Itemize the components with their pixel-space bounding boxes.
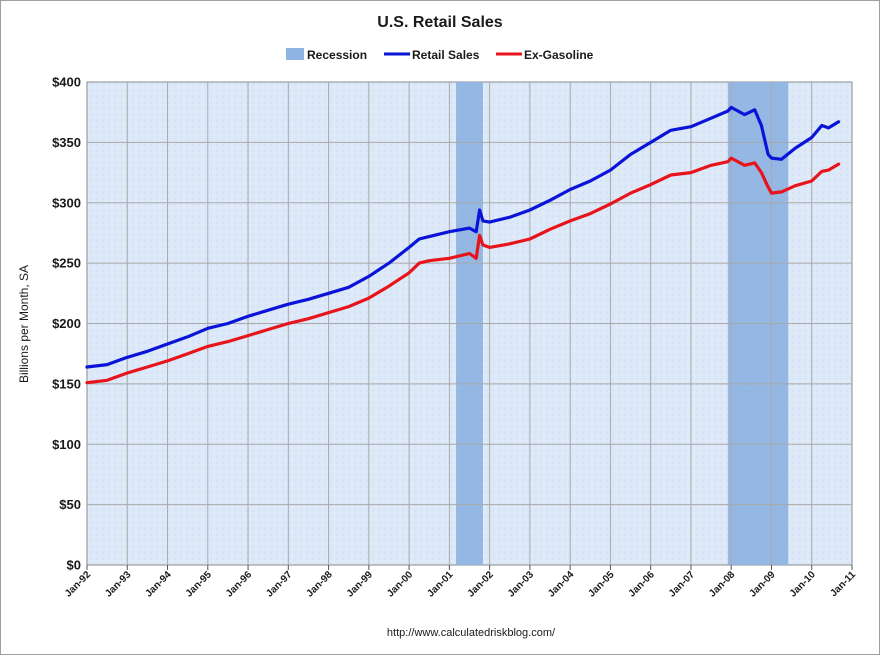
x-tick-label: Jan-97 [264,569,294,599]
x-tick-label: Jan-10 [788,569,818,599]
y-tick-label: $100 [52,437,81,452]
legend-swatch-recession [286,48,304,60]
y-tick-label: $50 [59,497,81,512]
x-tick-label: Jan-09 [747,569,777,599]
y-tick-label: $150 [52,376,81,391]
y-tick-label: $350 [52,135,81,150]
x-tick-label: Jan-01 [425,569,455,599]
x-tick-label: Jan-11 [828,569,858,599]
x-tick-label: Jan-94 [143,569,173,599]
y-tick-label: $300 [52,195,81,210]
series-line-retail-sales [85,105,841,369]
y-tick-label: $200 [52,316,81,331]
x-tick-label: Jan-96 [224,569,254,599]
y-axis-tick-labels: $0 $50 $100 $150 $200 $250 $300 $350 $400 [52,75,81,573]
legend-label-ex-gasoline: Ex-Gasoline [524,48,594,62]
x-tick-label: Jan-04 [546,569,576,599]
x-tick-label: Jan-03 [506,569,536,599]
legend-label-retail-sales: Retail Sales [412,48,480,62]
x-tick-label: Jan-95 [184,569,214,599]
x-tick-label: Jan-93 [103,569,133,599]
x-tick-label: Jan-99 [345,569,375,599]
x-tick-label: Jan-00 [385,569,415,599]
series-line-ex-gasoline [85,156,841,385]
x-tick-label: Jan-06 [627,569,657,599]
x-tick-label: Jan-07 [667,569,697,599]
x-tick-label: Jan-02 [466,569,496,599]
source-url: http://www.calculatedriskblog.com/ [387,627,556,639]
x-tick-label: Jan-05 [586,569,616,599]
y-tick-label: $0 [67,558,81,573]
x-axis-tick-labels: Jan-92 Jan-93 Jan-94 Jan-95 Jan-96 Jan-97 Jan-… [63,569,858,599]
x-tick-label: Jan-08 [707,569,737,599]
y-axis-label: Billions per Month, SA [17,265,31,383]
series-lines [85,105,841,385]
legend: Recession Retail Sales Ex-Gasoline [286,48,594,62]
x-tick-label: Jan-98 [305,569,335,599]
y-tick-label: $400 [52,75,81,90]
y-tick-label: $250 [52,256,81,271]
chart-title: U.S. Retail Sales [377,14,502,31]
x-tick-label: Jan-92 [63,569,93,599]
legend-label-recession: Recession [307,48,367,62]
